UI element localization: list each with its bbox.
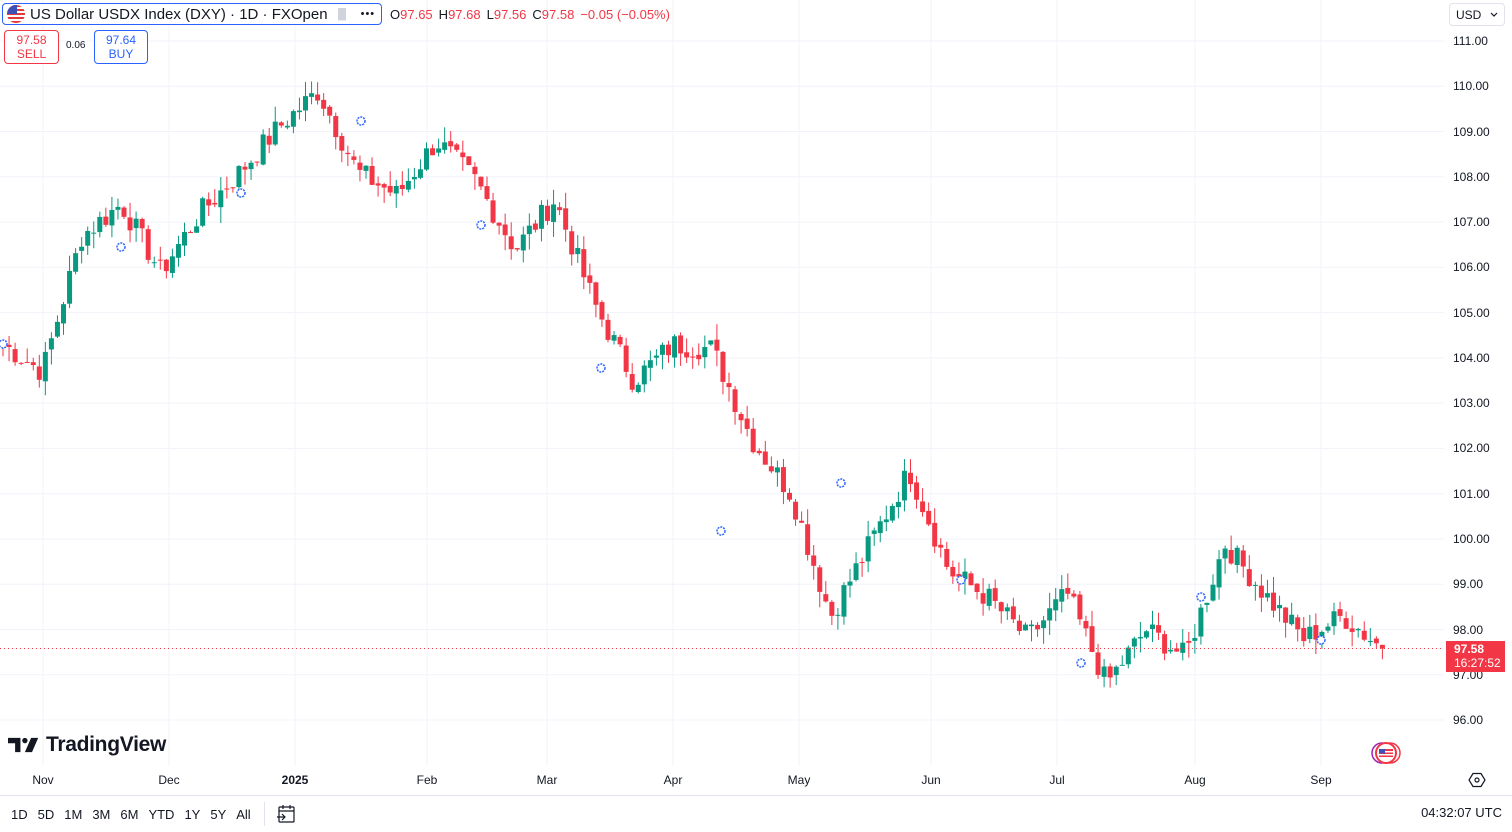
- time-label: Sep: [1310, 773, 1332, 787]
- us-flag-icon: [7, 5, 25, 23]
- price-tick: 108.00: [1453, 169, 1490, 184]
- change-value: −0.05 (−0.05%): [580, 7, 670, 22]
- close-label: C: [532, 7, 542, 22]
- low-value: 97.56: [493, 7, 527, 22]
- price-tick: 98.00: [1453, 622, 1484, 637]
- time-label: 2025: [281, 773, 309, 787]
- buy-label: BUY: [108, 47, 134, 61]
- time-label: Dec: [158, 773, 180, 787]
- time-label: Nov: [32, 773, 54, 787]
- price-axis[interactable]: [1444, 0, 1512, 766]
- flag-symbol-icon[interactable]: [337, 7, 351, 21]
- symbol-logo-icon[interactable]: [1370, 742, 1404, 764]
- price-tick: 110.00: [1453, 79, 1489, 94]
- sell-button[interactable]: 97.58 SELL: [4, 30, 59, 64]
- high-value: 97.68: [448, 7, 481, 22]
- symbol-title: US Dollar USDX Index (DXY) · 1D · FXOpen: [30, 5, 328, 23]
- chart-pane[interactable]: [0, 0, 1444, 766]
- range-6m-button[interactable]: 6M: [120, 806, 139, 822]
- range-ytd-button[interactable]: YTD: [148, 806, 175, 822]
- time-label: Jun: [921, 773, 941, 787]
- price-tick: 107.00: [1453, 215, 1490, 230]
- price-tick: 101.00: [1453, 486, 1490, 501]
- range-all-button[interactable]: All: [236, 806, 251, 822]
- tradingview-mark-icon: [8, 737, 39, 753]
- time-label: Jul: [1049, 773, 1065, 787]
- currency-label: USD: [1456, 7, 1482, 22]
- buy-button[interactable]: 97.64 BUY: [94, 30, 148, 64]
- open-label: O: [390, 7, 401, 22]
- low-label: L: [486, 7, 494, 22]
- chart-settings-icon[interactable]: [1468, 771, 1486, 789]
- tradingview-wordmark: TradingView: [46, 733, 167, 756]
- time-label: Apr: [663, 773, 683, 787]
- spread-value: 0.06: [66, 40, 86, 51]
- last-price: 97.58: [1454, 642, 1485, 656]
- range-5d-button[interactable]: 5D: [37, 806, 55, 822]
- time-label: May: [787, 773, 811, 787]
- ohlc-values: O97.65 H97.68 L97.56 C97.58 −0.05 (−0.05…: [390, 7, 670, 22]
- chevron-down-icon: [1490, 12, 1498, 17]
- price-tick: 96.00: [1453, 713, 1484, 728]
- toolbar-divider: [263, 802, 265, 826]
- time-label: Aug: [1184, 773, 1206, 787]
- price-tick: 100.00: [1453, 531, 1490, 546]
- range-1d-button[interactable]: 1D: [11, 806, 28, 822]
- price-tick: 111.00: [1453, 34, 1488, 48]
- range-3m-button[interactable]: 3M: [92, 806, 111, 822]
- range-1m-button[interactable]: 1M: [64, 806, 83, 822]
- price-tick: 103.00: [1453, 396, 1490, 411]
- more-options-icon[interactable]: •••: [360, 8, 376, 20]
- currency-selector[interactable]: USD: [1449, 3, 1505, 26]
- sell-price: 97.58: [16, 33, 47, 47]
- close-value: 97.58: [541, 7, 575, 22]
- buy-price: 97.64: [105, 33, 137, 47]
- price-tick: 99.00: [1453, 577, 1484, 592]
- candles: [0, 81, 1385, 688]
- price-tick: 104.00: [1453, 350, 1490, 365]
- price-tick: 105.00: [1453, 305, 1490, 320]
- time-label: Feb: [416, 773, 438, 787]
- time-label: Mar: [536, 773, 558, 787]
- candlestick-chart[interactable]: [0, 0, 1444, 766]
- tradingview-logo[interactable]: TradingView: [8, 733, 166, 757]
- high-label: H: [438, 7, 449, 22]
- range-5y-button[interactable]: 5Y: [210, 806, 227, 822]
- time-axis[interactable]: Nov Dec 2025 Feb Mar Apr May Jun Jul Aug Sep: [0, 766, 1444, 794]
- utc-clock[interactable]: 04:32:07 UTC: [1421, 805, 1502, 820]
- price-tick: 109.00: [1453, 124, 1490, 139]
- sell-label: SELL: [16, 47, 47, 61]
- bottom-toolbar: 1D 5D 1M 3M 6M YTD 1Y 5Y All 04:32:07 UT…: [0, 795, 1512, 832]
- go-to-date-icon[interactable]: [275, 803, 297, 825]
- last-price-label: 97.58 16:27:52: [1446, 641, 1505, 672]
- range-1y-button[interactable]: 1Y: [184, 806, 201, 822]
- symbol-legend[interactable]: US Dollar USDX Index (DXY) · 1D · FXOpen…: [2, 3, 383, 25]
- price-tick: 106.00: [1453, 260, 1490, 275]
- bar-countdown: 16:27:52: [1454, 656, 1501, 670]
- price-tick: 102.00: [1453, 441, 1490, 456]
- open-value: 97.65: [400, 7, 433, 22]
